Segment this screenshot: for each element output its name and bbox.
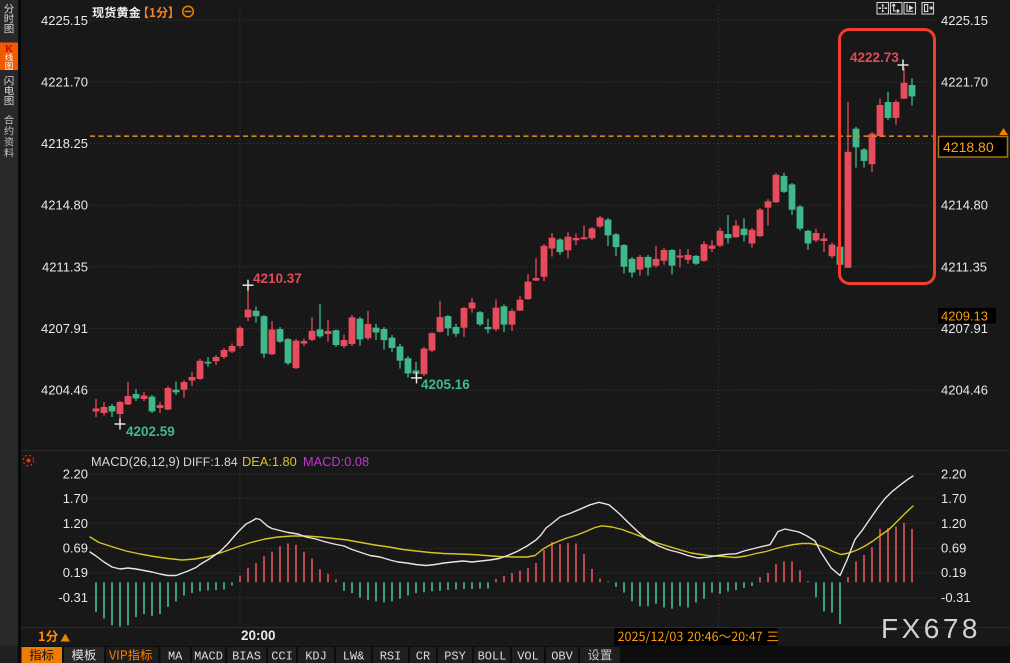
svg-text:MACD:0.08: MACD:0.08 <box>303 454 369 469</box>
svg-text:1.70: 1.70 <box>941 491 966 506</box>
svg-text:4211.35: 4211.35 <box>941 259 987 274</box>
svg-text:-0.31: -0.31 <box>941 590 971 605</box>
svg-text:BOLL: BOLL <box>478 650 507 663</box>
svg-text:4204.46: 4204.46 <box>941 383 988 398</box>
svg-text:CCI: CCI <box>271 650 293 663</box>
svg-text:OBV: OBV <box>551 650 573 663</box>
svg-text:PSY: PSY <box>444 650 466 663</box>
svg-text:-0.31: -0.31 <box>58 590 88 605</box>
svg-text:CR: CR <box>416 650 430 663</box>
svg-text:4221.70: 4221.70 <box>41 74 88 89</box>
svg-text:KDJ: KDJ <box>305 650 327 663</box>
svg-text:4202.59: 4202.59 <box>126 424 175 439</box>
svg-text:1.20: 1.20 <box>63 516 88 531</box>
svg-text:4214.80: 4214.80 <box>941 198 988 213</box>
svg-text:4218.25: 4218.25 <box>41 136 88 151</box>
svg-text:DEA:1.80: DEA:1.80 <box>242 454 297 469</box>
svg-text:4209.13: 4209.13 <box>941 309 988 324</box>
svg-text:4204.46: 4204.46 <box>41 383 88 398</box>
svg-text:4225.15: 4225.15 <box>941 13 988 28</box>
svg-text:4218.80: 4218.80 <box>943 139 994 155</box>
svg-text:4205.16: 4205.16 <box>421 377 470 392</box>
svg-text:20:00: 20:00 <box>241 628 276 643</box>
svg-text:4222.73: 4222.73 <box>850 50 899 65</box>
svg-text:4207.91: 4207.91 <box>941 321 988 336</box>
svg-text:MACD(26,12,9): MACD(26,12,9) <box>91 454 180 469</box>
svg-text:4214.80: 4214.80 <box>41 198 88 213</box>
svg-text:RSI: RSI <box>380 650 402 663</box>
svg-text:1.70: 1.70 <box>63 491 88 506</box>
svg-text:FX678: FX678 <box>881 613 981 644</box>
svg-text:0.69: 0.69 <box>63 541 88 556</box>
svg-text:4210.37: 4210.37 <box>253 271 302 286</box>
svg-text:0.19: 0.19 <box>941 565 966 580</box>
svg-text:K: K <box>5 43 13 55</box>
svg-text:LW&: LW& <box>343 650 365 663</box>
svg-text:VOL: VOL <box>517 650 539 663</box>
svg-text:0.69: 0.69 <box>941 541 966 556</box>
svg-text:4221.70: 4221.70 <box>941 74 988 89</box>
svg-text:MACD: MACD <box>194 650 223 663</box>
svg-text:2.20: 2.20 <box>941 467 966 482</box>
svg-text:BIAS: BIAS <box>232 650 261 663</box>
svg-text:DIFF:1.84: DIFF:1.84 <box>183 455 238 469</box>
svg-text:4225.15: 4225.15 <box>41 13 88 28</box>
svg-text:MA: MA <box>168 650 183 663</box>
svg-text:4207.91: 4207.91 <box>41 321 88 336</box>
svg-text:0.19: 0.19 <box>63 565 88 580</box>
svg-text:1.20: 1.20 <box>941 516 966 531</box>
svg-text:4211.35: 4211.35 <box>42 259 88 274</box>
svg-text:2.20: 2.20 <box>63 467 88 482</box>
